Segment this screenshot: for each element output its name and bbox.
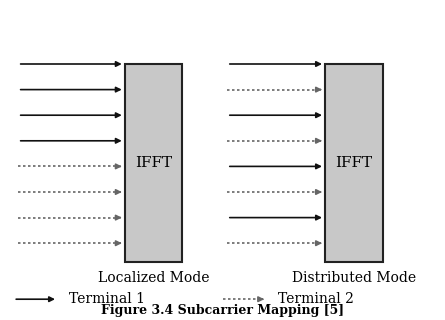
Text: Distributed Mode: Distributed Mode xyxy=(292,271,416,285)
Bar xyxy=(325,64,383,262)
Text: IFFT: IFFT xyxy=(135,156,172,170)
Text: Terminal 1: Terminal 1 xyxy=(69,292,145,306)
Text: IFFT: IFFT xyxy=(335,156,372,170)
Text: Terminal 2: Terminal 2 xyxy=(278,292,354,306)
Text: Figure 3.4 Subcarrier Mapping [5]: Figure 3.4 Subcarrier Mapping [5] xyxy=(101,304,344,317)
Text: Localized Mode: Localized Mode xyxy=(98,271,209,285)
Bar xyxy=(125,64,182,262)
